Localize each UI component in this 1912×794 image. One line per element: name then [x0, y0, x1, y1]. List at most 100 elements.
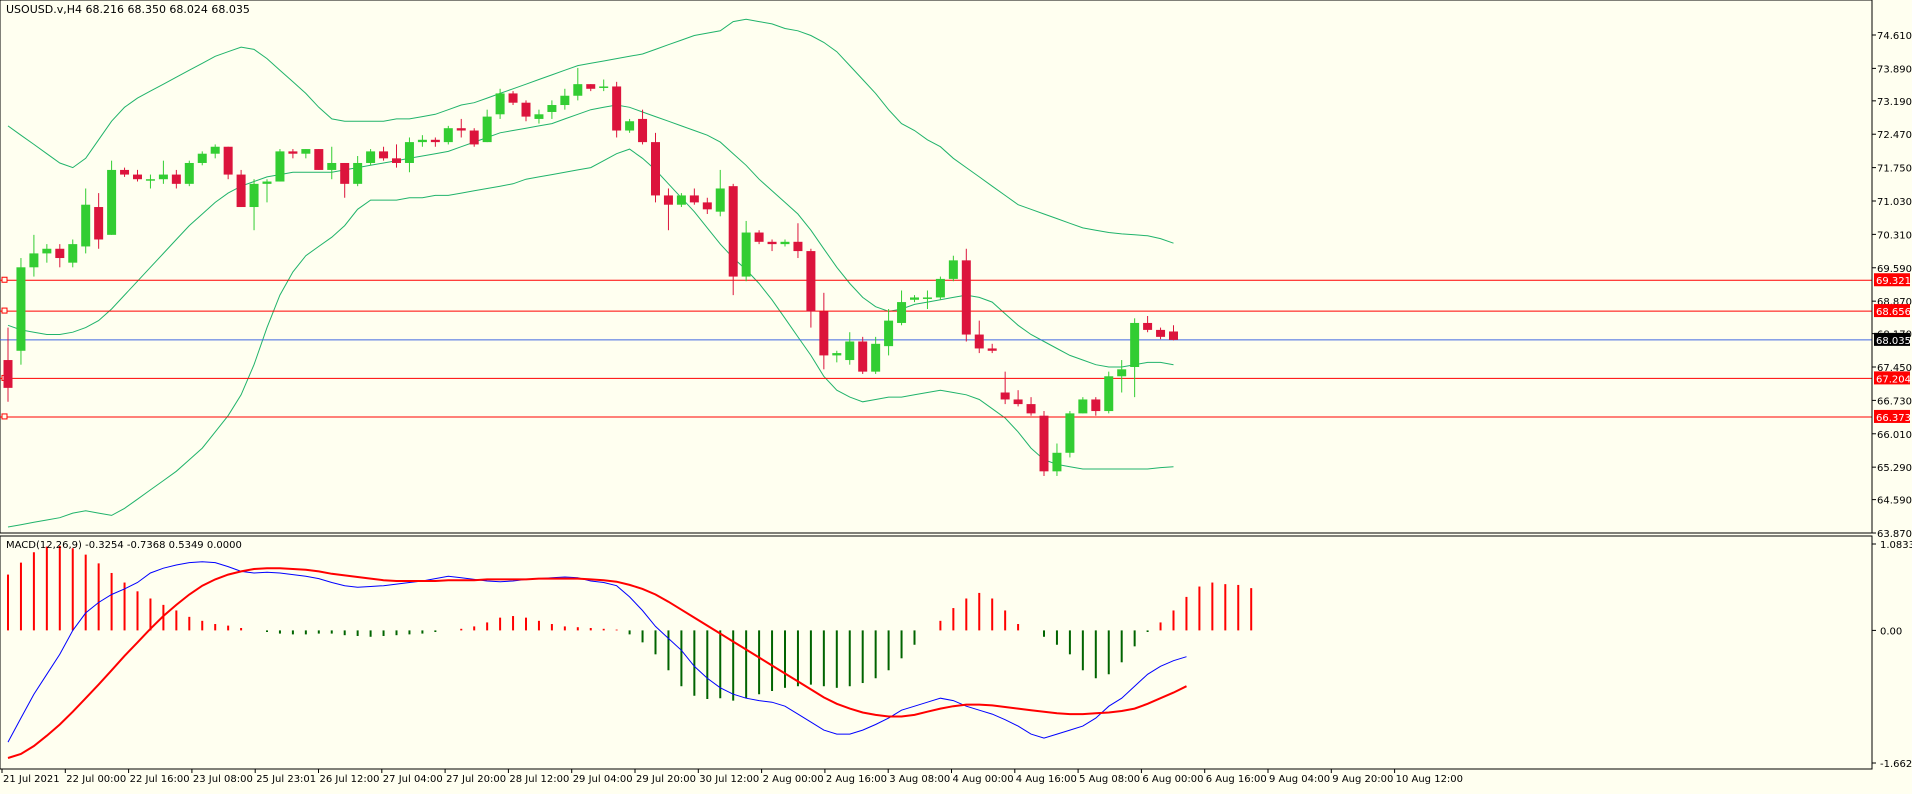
candle-body-86 — [1117, 369, 1127, 377]
price-tick-label-11: 66.730 — [1877, 396, 1912, 407]
candle-body-21 — [275, 151, 285, 182]
price-tick-label-2: 73.190 — [1877, 97, 1912, 108]
price-line-label-box-2 — [1874, 371, 1910, 385]
macd-pane[interactable]: MACD(12,26,9) -0.3254 -0.7368 0.5349 0.0… — [0, 535, 1873, 770]
candle-body-13 — [171, 174, 181, 184]
macd-tick-label-2: -1.6626 — [1880, 759, 1912, 770]
current-price-label: 68.035 — [1876, 336, 1911, 347]
candle-body-25 — [327, 162, 337, 170]
candle-body-32 — [417, 139, 427, 143]
candle-body-52 — [676, 195, 686, 205]
time-tick-label-12: 2 Aug 00:00 — [763, 774, 824, 785]
candle-body-49 — [638, 118, 648, 143]
price-tick-label-5: 71.030 — [1877, 197, 1912, 208]
candle-body-23 — [301, 149, 311, 154]
time-tick-label-21: 9 Aug 20:00 — [1332, 774, 1393, 785]
candle-body-36 — [469, 130, 479, 145]
bollinger-bands — [7, 18, 1174, 528]
macd-tick-label-1: 0.00 — [1880, 626, 1902, 637]
candle-body-65 — [845, 341, 855, 361]
time-axis: 21 Jul 2021 22 Jul 00:00 22 Jul 16:00 23 Ju… — [0, 768, 1872, 785]
time-tick-label-10: 29 Jul 20:00 — [636, 774, 696, 785]
macd-pane-title: MACD(12,26,9) -0.3254 -0.7368 0.5349 0.0… — [6, 540, 242, 551]
candle-body-30 — [392, 158, 401, 163]
candle-body-43 — [560, 95, 570, 106]
candle-body-79 — [1026, 404, 1036, 414]
candle-body-87 — [1130, 322, 1140, 367]
price-line-label-2: 67.204 — [1876, 374, 1911, 385]
candle-body-28 — [366, 151, 376, 163]
price-line-marker-0 — [1, 276, 8, 283]
price-tick-label-13: 65.290 — [1877, 463, 1912, 474]
price-tick-label-15: 63.870 — [1877, 529, 1912, 540]
candle-body-74 — [961, 260, 971, 335]
bollinger-upper-line — [7, 18, 1174, 244]
bollinger-lower-line — [7, 148, 1174, 528]
candle-body-54 — [702, 202, 712, 210]
price-tick-label-4: 71.750 — [1877, 164, 1912, 175]
candle-body-90 — [1169, 331, 1178, 340]
candle-body-29 — [379, 151, 389, 159]
time-tick-label-11: 30 Jul 12:00 — [699, 774, 759, 785]
time-tick-label-15: 4 Aug 00:00 — [953, 774, 1014, 785]
time-tick-label-6: 27 Jul 04:00 — [383, 774, 443, 785]
price-line-labels: 69.321 68.656 67.204 66.373 68.035 — [1874, 273, 1911, 424]
time-tick-label-19: 6 Aug 16:00 — [1206, 774, 1267, 785]
candle-body-10 — [133, 174, 142, 180]
candle-body-17 — [223, 146, 233, 175]
candle-body-47 — [612, 86, 622, 131]
candle-body-39 — [508, 93, 518, 103]
time-tick-label-18: 6 Aug 00:00 — [1142, 774, 1203, 785]
price-line-label-1: 68.656 — [1876, 307, 1911, 318]
candle-body-75 — [974, 334, 984, 349]
price-tick-label-6: 70.310 — [1877, 230, 1912, 241]
candle-body-1 — [16, 267, 26, 351]
candle-body-44 — [573, 84, 583, 96]
candle-body-85 — [1104, 376, 1114, 412]
candle-body-51 — [663, 195, 673, 205]
candle-body-34 — [443, 128, 453, 143]
time-tick-label-4: 25 Jul 23:01 — [256, 774, 316, 785]
time-tick-label-5: 26 Jul 12:00 — [320, 774, 380, 785]
price-tick-label-10: 67.450 — [1877, 363, 1912, 374]
candle-body-4 — [55, 248, 65, 259]
candle-body-78 — [1013, 399, 1023, 405]
candle-body-50 — [651, 142, 660, 196]
candle-body-72 — [935, 278, 945, 298]
candle-body-68 — [884, 320, 894, 347]
candle-body-20 — [262, 181, 272, 184]
candle-body-84 — [1091, 399, 1101, 412]
candle-body-69 — [897, 302, 907, 323]
macd-histogram — [7, 545, 1253, 701]
candle-body-89 — [1156, 329, 1166, 337]
candle-body-53 — [689, 195, 699, 203]
candle-body-0 — [3, 360, 13, 388]
price-tick-label-7: 69.590 — [1877, 264, 1912, 275]
price-line-label-0: 69.321 — [1876, 276, 1911, 287]
time-tick-label-20: 9 Aug 04:00 — [1269, 774, 1330, 785]
candle-body-16 — [210, 146, 220, 154]
candle-body-5 — [68, 244, 78, 263]
price-line-label-3: 66.373 — [1876, 413, 1911, 424]
candle-body-63 — [819, 311, 829, 356]
macd-line — [7, 561, 1187, 743]
time-tick-label-14: 3 Aug 08:00 — [889, 774, 950, 785]
main-price-pane[interactable]: USOUSD.v,H4 68.216 68.350 68.024 68.035 — [0, 0, 1873, 534]
candle-body-81 — [1052, 452, 1062, 472]
time-tick-label-13: 2 Aug 16:00 — [826, 774, 887, 785]
macd-signal-line — [7, 567, 1187, 759]
candle-body-83 — [1078, 399, 1088, 414]
candle-body-88 — [1143, 322, 1153, 330]
candle-body-9 — [120, 169, 130, 175]
candle-body-73 — [948, 260, 958, 279]
candle-body-55 — [715, 188, 725, 212]
candle-body-24 — [314, 149, 324, 170]
main-pane-title: USOUSD.v,H4 68.216 68.350 68.024 68.035 — [6, 3, 250, 16]
price-tick-label-0: 74.610 — [1877, 31, 1912, 42]
price-line-label-box-3 — [1874, 409, 1910, 423]
candle-body-38 — [495, 93, 505, 115]
candle-body-37 — [482, 116, 492, 143]
price-tick-label-14: 64.590 — [1877, 496, 1912, 507]
horizontal-price-lines — [0, 276, 1872, 420]
